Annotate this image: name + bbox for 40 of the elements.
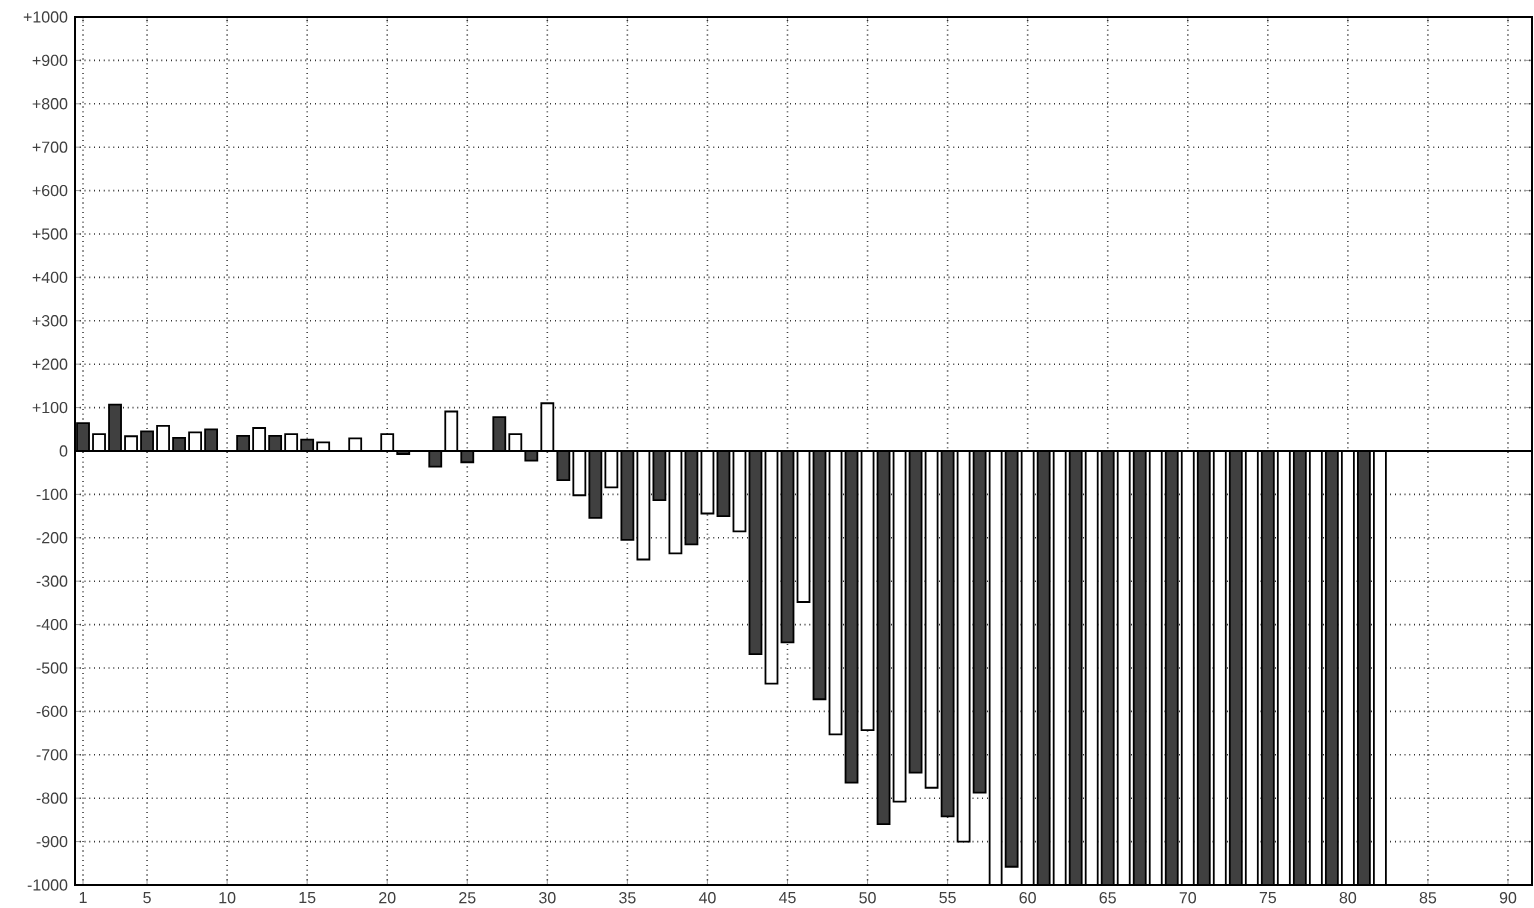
- x-tick-label: 10: [219, 892, 236, 904]
- x-tick-label: 45: [778, 892, 796, 904]
- x-tick-label: 70: [1179, 892, 1197, 904]
- y-tick-label: +1000: [23, 11, 68, 23]
- x-tick-label: 1: [79, 892, 87, 904]
- x-tick-label: 75: [1259, 892, 1277, 904]
- y-tick-label: +500: [32, 228, 68, 240]
- y-tick-label: -600: [36, 705, 68, 718]
- y-tick-label: -400: [36, 618, 68, 631]
- x-tick-label: 80: [1339, 892, 1357, 904]
- y-tick-label: -500: [36, 662, 68, 674]
- x-tick-label: 55: [939, 892, 956, 904]
- x-tick-label: 40: [698, 892, 716, 904]
- x-tick-label: 25: [459, 892, 476, 904]
- x-tick-label: 50: [859, 892, 876, 904]
- y-tick-label: +900: [32, 54, 68, 67]
- y-tick-label: +400: [32, 271, 68, 284]
- y-tick-label: -100: [36, 488, 68, 501]
- x-tick-label: 90: [1499, 892, 1517, 904]
- y-tick-label: +200: [32, 358, 68, 370]
- y-tick-label: -900: [36, 835, 68, 848]
- y-tick-label: +600: [32, 184, 68, 197]
- x-tick-label: 15: [299, 892, 316, 904]
- y-tick-label: +700: [32, 141, 68, 153]
- x-tick-label: 5: [143, 892, 151, 904]
- x-tick-label: 60: [1019, 892, 1036, 904]
- x-tick-label: 85: [1419, 892, 1437, 904]
- y-tick-label: +800: [32, 98, 68, 110]
- x-tick-label: 20: [379, 892, 396, 904]
- y-tick-label: -800: [36, 792, 68, 804]
- x-tick-label: 65: [1099, 892, 1116, 904]
- y-tick-label: +300: [32, 315, 68, 327]
- y-tick-label: -300: [36, 575, 68, 587]
- y-tick-label: -700: [36, 749, 68, 761]
- y-tick-label: +100: [32, 401, 68, 414]
- y-tick-label: -200: [36, 532, 68, 544]
- x-tick-label: 35: [619, 892, 636, 904]
- y-tick-label: 0: [59, 445, 68, 457]
- y-tick-label: -1000: [27, 879, 68, 891]
- x-tick-label: 30: [539, 892, 556, 904]
